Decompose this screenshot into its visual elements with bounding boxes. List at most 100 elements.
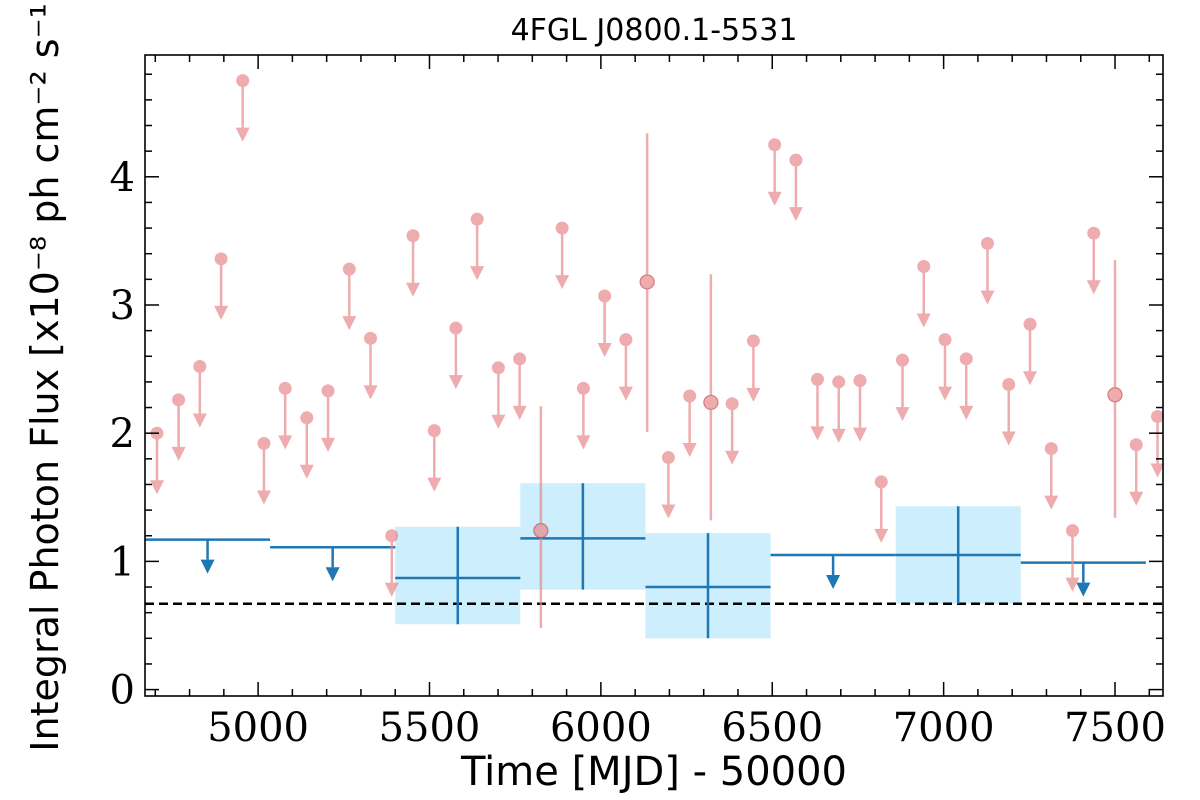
yearly-upper-limit-arrow [1076,582,1091,597]
monthly-upper-limit [1023,317,1038,386]
monthly-upper-limit [852,374,867,442]
monthly-upper-limit-point [214,252,228,266]
monthly-upper-limit [149,426,164,495]
monthly-upper-limit [980,236,995,305]
monthly-upper-limit [448,321,463,390]
monthly-upper-limit [661,451,676,519]
monthly-upper-limit-point [427,424,441,438]
monthly-detection [639,133,655,432]
y-axis-label: Integral Photon Flux [x10⁻⁸ ph cm⁻² s⁻¹] [23,0,67,752]
monthly-upper-limit-arrow [916,313,931,328]
monthly-upper-limit-arrow [874,528,889,543]
plot-area [145,74,1165,639]
monthly-upper-limit [938,333,953,401]
monthly-upper-limit-point [513,352,527,366]
monthly-upper-limit-arrow [342,316,357,331]
monthly-upper-limit-arrow [1086,280,1101,295]
monthly-upper-limit [278,381,293,450]
monthly-upper-limit-arrow [597,343,612,358]
x-tick-label: 5000 [207,705,309,751]
monthly-upper-limit-point [491,361,505,375]
x-axis-label: Time [MJD] - 50000 [460,749,847,795]
monthly-upper-limit-point [598,289,612,303]
yearly-upper-limit-arrow [200,559,215,574]
monthly-upper-limit-arrow [256,490,271,505]
monthly-upper-limit [491,361,506,429]
monthly-upper-limit-arrow [363,385,378,400]
monthly-upper-limit-point [1002,377,1016,391]
monthly-upper-limit-arrow [1044,495,1059,510]
monthly-upper-limit-arrow [491,414,506,429]
monthly-upper-limit-point [874,475,888,489]
monthly-upper-limit-arrow [384,582,399,597]
x-tick-label: 7500 [1064,705,1166,751]
monthly-upper-limit-point [257,436,271,450]
monthly-upper-limit [1129,438,1144,506]
monthly-upper-limit [810,372,825,441]
y-tick-label: 4 [110,155,135,201]
monthly-detection [1107,260,1123,518]
monthly-upper-limit [874,475,889,543]
monthly-upper-limit-arrow [661,504,676,519]
monthly-upper-limit-arrow [959,405,974,420]
monthly-upper-limit-arrow [810,426,825,441]
monthly-upper-limit-arrow [831,428,846,443]
monthly-upper-limit-arrow [746,387,761,402]
monthly-upper-limit [831,375,846,443]
monthly-upper-limit-arrow [1001,431,1016,446]
monthly-upper-limit-point [619,333,633,347]
plot-frame [144,54,1164,697]
monthly-upper-limit-point [449,321,463,335]
monthly-upper-limit [427,424,442,492]
monthly-upper-limit-arrow [788,207,803,222]
monthly-upper-limit-arrow [576,435,591,450]
monthly-upper-limit-arrow [278,435,293,450]
monthly-upper-limit [767,138,782,206]
y-tick-label: 3 [110,283,135,329]
monthly-upper-limit [235,74,250,142]
monthly-upper-limit-point [725,397,739,411]
monthly-upper-limit [256,436,271,505]
monthly-upper-limit-arrow [895,407,910,422]
monthly-upper-limit-arrow [852,427,867,442]
monthly-upper-limit-arrow [1129,491,1144,506]
x-tick-label: 6500 [721,705,823,751]
monthly-upper-limit [1150,410,1165,478]
y-tick-label: 0 [110,668,135,714]
monthly-upper-limit-point [1151,410,1165,424]
monthly-upper-limit-point [810,372,824,386]
monthly-upper-limit-arrow [321,437,336,452]
monthly-upper-limit [321,384,336,452]
monthly-upper-limit [555,221,570,290]
monthly-upper-limit-arrow [406,282,421,297]
monthly-upper-limit-point [959,352,973,366]
monthly-upper-limit-point [1066,524,1080,538]
monthly-upper-limit-point [236,74,250,88]
monthly-upper-limit-point [364,331,378,345]
x-tick-label: 6000 [550,705,652,751]
monthly-upper-limit-point [342,262,356,276]
monthly-upper-limit-arrow [512,405,527,420]
monthly-upper-limit [1044,442,1059,510]
monthly-upper-limit-arrow [299,464,314,479]
yearly-upper-limit-arrow [325,567,340,582]
monthly-upper-limit-point [981,236,995,250]
x-tick-label: 5500 [379,705,481,751]
monthly-upper-limit-arrow [1023,371,1038,386]
monthly-upper-limit-point [896,353,910,367]
monthly-upper-limit [1001,377,1016,446]
yearly-upper-limit-arrow [826,574,841,589]
monthly-upper-limit-point [661,451,675,465]
monthly-upper-limit-arrow [618,386,633,401]
monthly-detection-point [639,274,655,290]
monthly-upper-limit-arrow [725,450,740,465]
monthly-upper-limit-point [683,389,697,403]
monthly-detection-point [1107,387,1123,403]
monthly-upper-limit-point [1087,226,1101,240]
monthly-detection-point [703,394,719,411]
monthly-upper-limit-arrow [767,191,782,206]
monthly-upper-limit-point [555,221,569,235]
monthly-upper-limit-arrow [192,413,207,428]
monthly-upper-limit-arrow [682,443,697,458]
monthly-upper-limit-arrow [1150,463,1165,478]
